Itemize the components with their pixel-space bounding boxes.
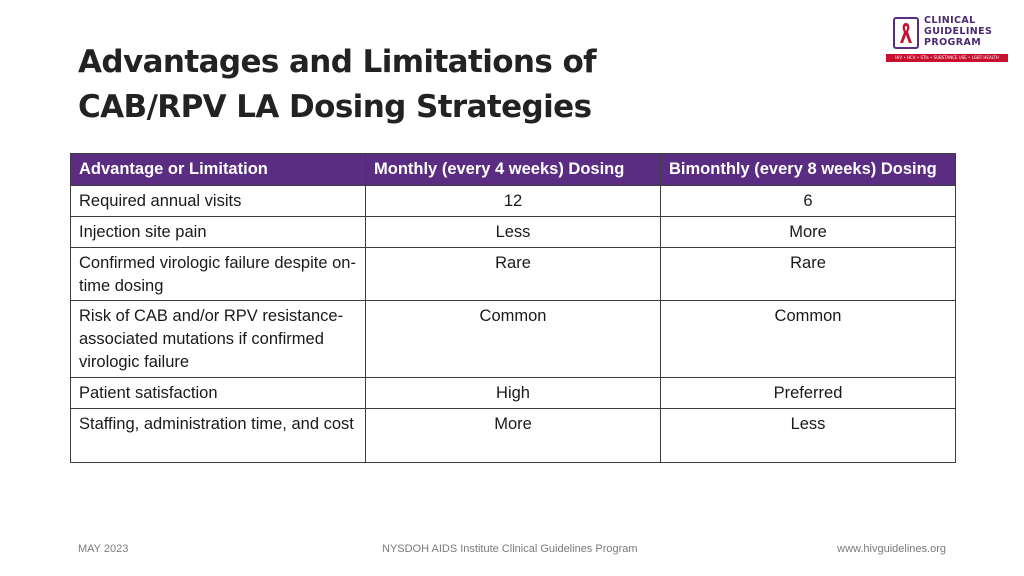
monthly-value: Rare [365, 247, 661, 301]
slide-title: Advantages and Limitations of CAB/RPV LA… [78, 40, 778, 130]
bimonthly-value: Common [660, 300, 956, 378]
dosing-strategies-table: Advantage or Limitation Monthly (every 4… [70, 153, 956, 463]
row-label: Patient satisfaction [70, 377, 366, 409]
logo-text-line-3: PROGRAM [924, 37, 982, 48]
bimonthly-value: Rare [660, 247, 956, 301]
row-label: Injection site pain [70, 216, 366, 248]
table-row: Required annual visits 12 6 [70, 185, 956, 217]
monthly-value: More [365, 408, 661, 463]
slide-title-line-1: Advantages and Limitations of [78, 44, 597, 80]
monthly-value: Common [365, 300, 661, 378]
bimonthly-value: 6 [660, 185, 956, 217]
logo-wordmark: CLINICAL GUIDELINES PROGRAM [924, 15, 992, 48]
red-ribbon-icon [900, 23, 912, 43]
bimonthly-value: Preferred [660, 377, 956, 409]
row-label: Staffing, administration time, and cost [70, 408, 366, 463]
row-label: Confirmed virologic failure despite on-t… [70, 247, 366, 301]
logo-emblem [893, 17, 919, 49]
column-header-monthly: Monthly (every 4 weeks) Dosing [365, 153, 661, 186]
slide-title-line-2: CAB/RPV LA Dosing Strategies [78, 89, 592, 125]
footer-date: MAY 2023 [78, 543, 129, 555]
logo-text-line-1: CLINICAL [924, 15, 976, 26]
column-header-advantage: Advantage or Limitation [70, 153, 366, 186]
clinical-guidelines-program-logo: CLINICAL GUIDELINES PROGRAM HIV • HCV • … [886, 14, 1010, 66]
monthly-value: Less [365, 216, 661, 248]
bimonthly-value: More [660, 216, 956, 248]
monthly-value: 12 [365, 185, 661, 217]
footer-organization: NYSDOH AIDS Institute Clinical Guideline… [382, 543, 638, 555]
table-row: Patient satisfaction High Preferred [70, 377, 956, 409]
row-label: Risk of CAB and/or RPV resistance-associ… [70, 300, 366, 378]
logo-text-line-2: GUIDELINES [924, 26, 993, 37]
logo-tagline-banner: HIV • HCV • STIs • SUBSTANCE USE • LGBT … [886, 54, 1008, 62]
table-row: Risk of CAB and/or RPV resistance-associ… [70, 300, 956, 378]
footer-website: www.hivguidelines.org [837, 543, 946, 555]
bimonthly-value: Less [660, 408, 956, 463]
monthly-value: High [365, 377, 661, 409]
table-row: Confirmed virologic failure despite on-t… [70, 247, 956, 301]
table-row: Injection site pain Less More [70, 216, 956, 248]
table-row: Staffing, administration time, and cost … [70, 408, 956, 463]
table-header-row: Advantage or Limitation Monthly (every 4… [70, 153, 956, 186]
row-label: Required annual visits [70, 185, 366, 217]
column-header-bimonthly: Bimonthly (every 8 weeks) Dosing [660, 153, 956, 186]
